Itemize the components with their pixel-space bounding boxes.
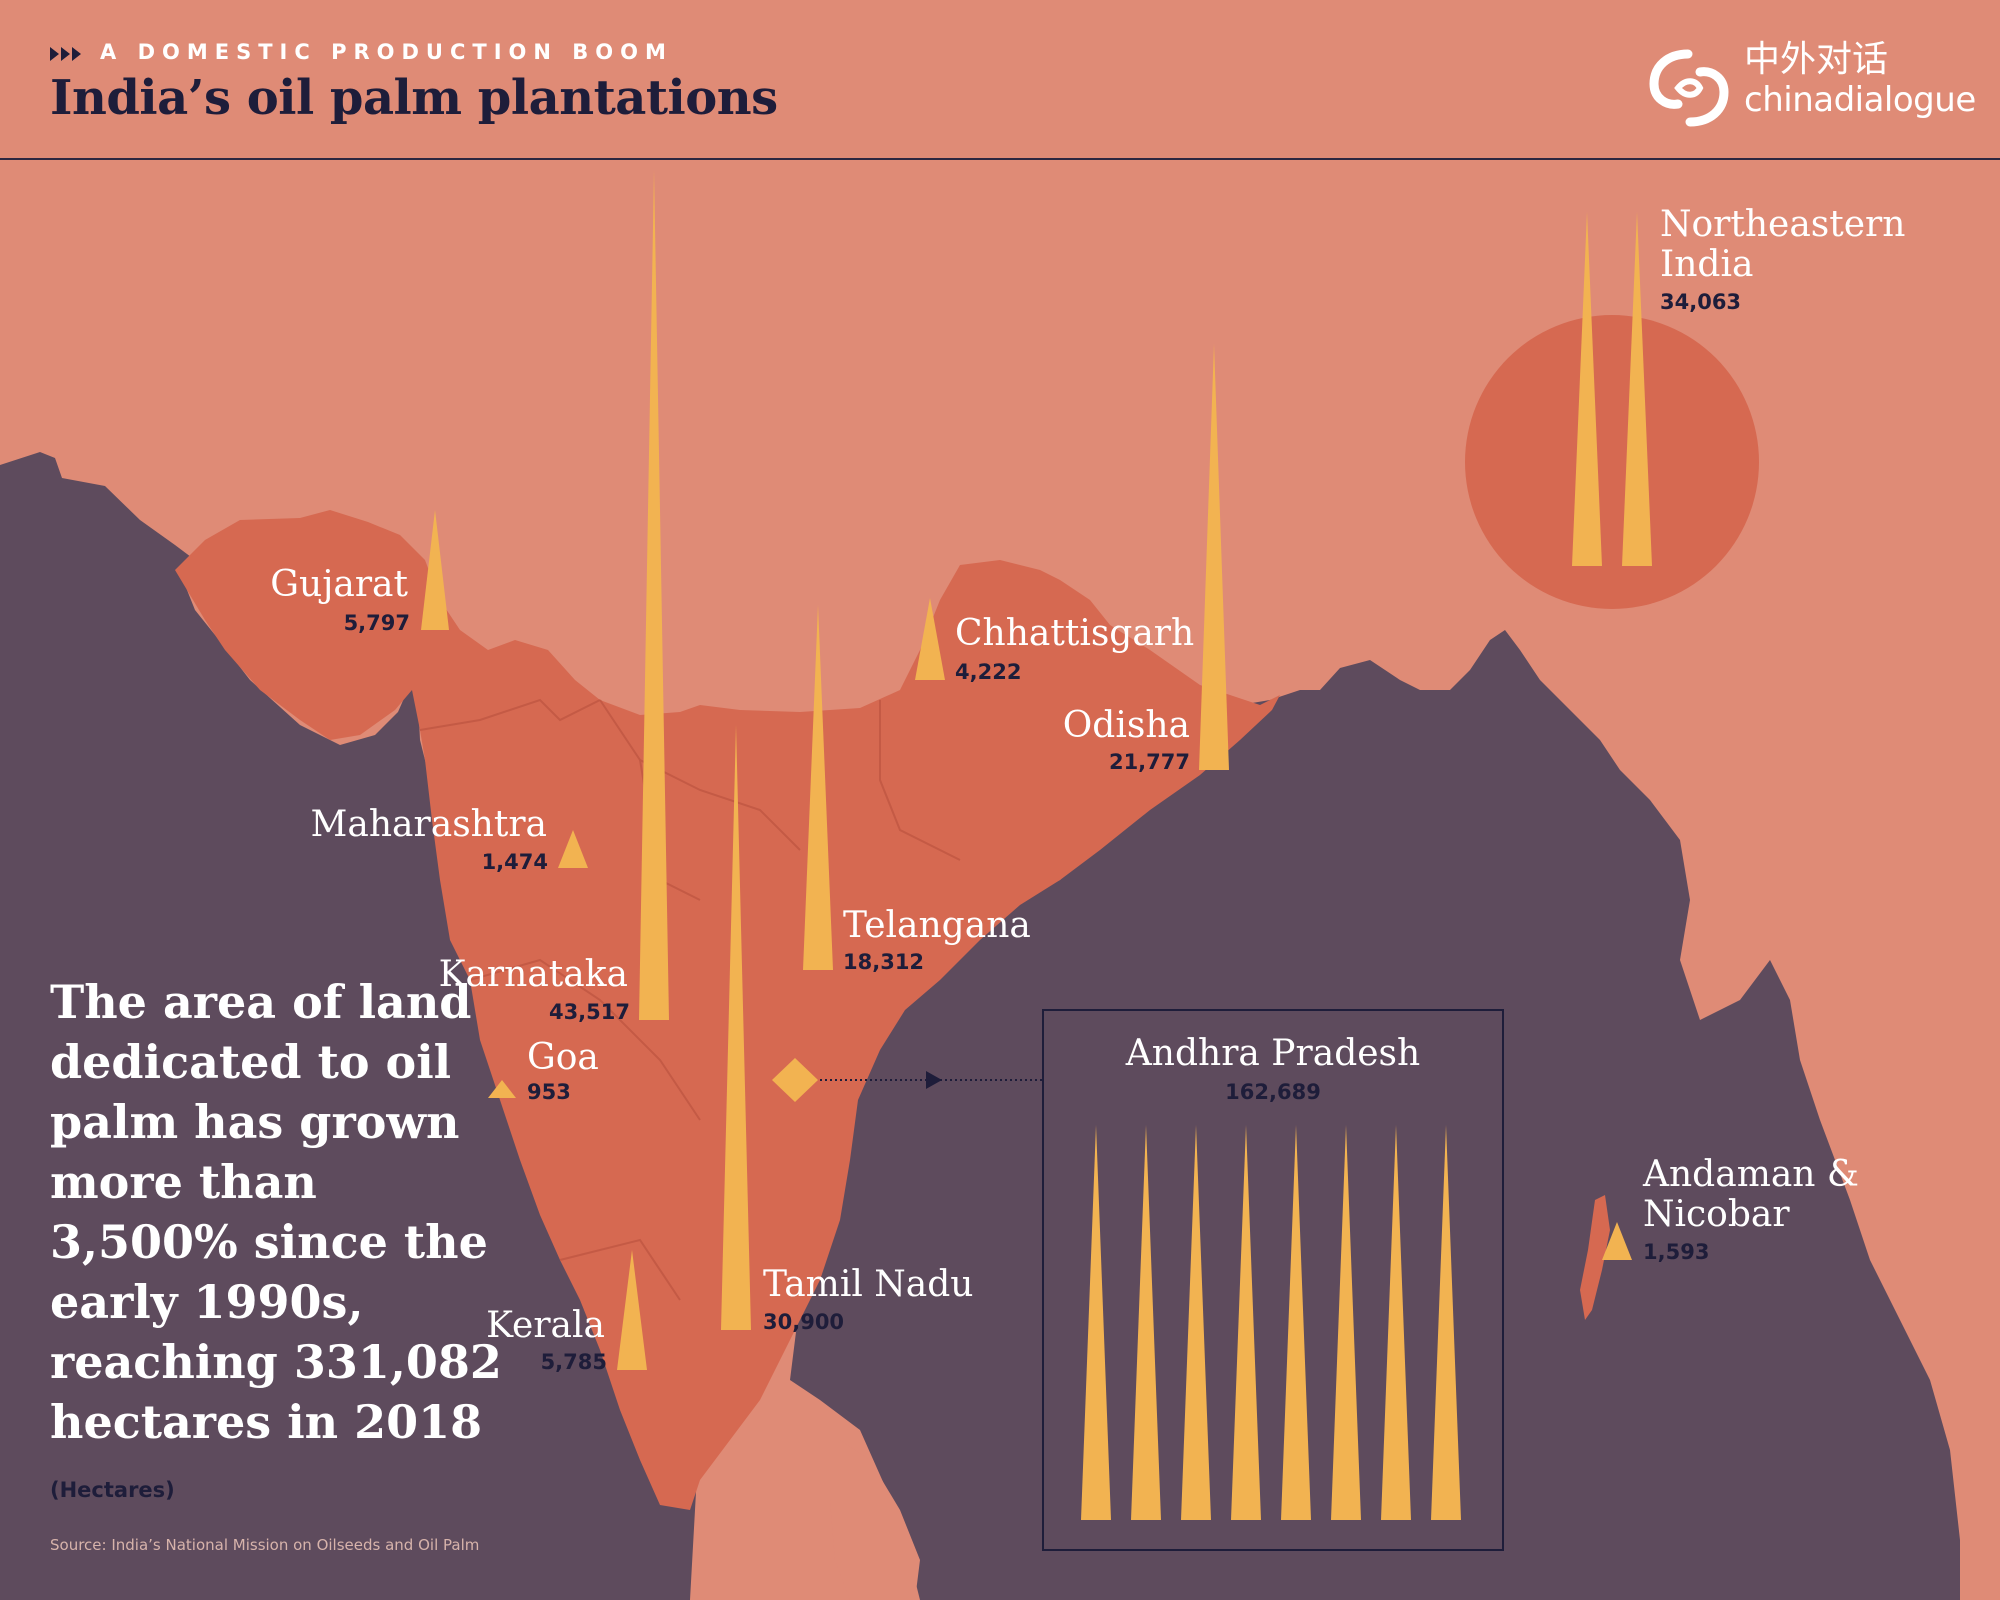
label-goa: Goa bbox=[527, 1037, 599, 1078]
value-karnataka: 43,517 bbox=[548, 1000, 630, 1024]
logo-text: 中外对话 chinadialogue bbox=[1744, 40, 1976, 120]
spike-ap-6 bbox=[1331, 1125, 1361, 1520]
spikes bbox=[421, 170, 1652, 1520]
andhra-pradesh-diamond bbox=[772, 1058, 818, 1102]
andaman-islands bbox=[1580, 1195, 1610, 1320]
value-andhra-pradesh: 162,689 bbox=[1225, 1080, 1321, 1104]
label-telangana: Telangana bbox=[843, 905, 1031, 946]
value-telangana: 18,312 bbox=[843, 950, 925, 974]
arabian-sea bbox=[0, 452, 700, 1600]
label-odisha: Odisha bbox=[1062, 705, 1190, 746]
spike-northeast-2 bbox=[1622, 212, 1652, 566]
logo-chinese: 中外对话 bbox=[1744, 39, 1889, 80]
fast-forward-icon bbox=[50, 47, 81, 61]
value-chhattisgarh: 4,222 bbox=[955, 660, 1022, 684]
spike-chhattisgarh bbox=[915, 598, 945, 680]
label-northeastern-india: Northeastern India bbox=[1660, 204, 1906, 285]
spike-goa bbox=[488, 1080, 516, 1098]
spike-ap-2 bbox=[1131, 1125, 1161, 1520]
label-maharashtra: Maharashtra bbox=[310, 804, 547, 845]
spike-andaman bbox=[1602, 1222, 1632, 1260]
logo-english: chinadialogue bbox=[1744, 79, 1976, 120]
northeast-circle bbox=[1465, 315, 1759, 609]
value-maharashtra: 1,474 bbox=[481, 850, 548, 874]
label-kerala: Kerala bbox=[486, 1305, 605, 1346]
label-andhra-pradesh: Andhra Pradesh bbox=[1125, 1033, 1421, 1074]
value-kerala: 5,785 bbox=[540, 1350, 607, 1374]
value-tamil-nadu: 30,900 bbox=[763, 1310, 845, 1334]
value-odisha: 21,777 bbox=[1108, 750, 1190, 774]
spike-odisha bbox=[1199, 344, 1229, 770]
india-mainland bbox=[175, 510, 1280, 1510]
andhra-pradesh-inset bbox=[1042, 1009, 1504, 1551]
chinadialogue-logo-icon bbox=[1649, 49, 1729, 127]
spike-karnataka bbox=[639, 170, 669, 1020]
spike-ap-5 bbox=[1281, 1125, 1311, 1520]
spike-ap-8 bbox=[1431, 1125, 1461, 1520]
source-note: Source: India’s National Mission on Oils… bbox=[50, 1536, 480, 1554]
label-andaman-nicobar: Andaman & Nicobar bbox=[1643, 1154, 1859, 1235]
spike-ap-4 bbox=[1231, 1125, 1261, 1520]
spike-kerala bbox=[617, 1250, 647, 1370]
spike-tamil-nadu bbox=[721, 725, 751, 1330]
spike-ap-1 bbox=[1081, 1125, 1111, 1520]
spike-northeast-1 bbox=[1572, 212, 1602, 566]
spike-maharashtra bbox=[558, 830, 588, 868]
spike-ap-3 bbox=[1181, 1125, 1211, 1520]
spike-gujarat bbox=[421, 510, 449, 630]
label-karnataka: Karnataka bbox=[438, 954, 628, 995]
value-northeastern-india: 34,063 bbox=[1660, 290, 1742, 314]
spike-telangana bbox=[803, 605, 833, 970]
unit-note: (Hectares) bbox=[50, 1478, 175, 1502]
label-tamil-nadu: Tamil Nadu bbox=[763, 1264, 974, 1305]
label-gujarat: Gujarat bbox=[270, 564, 408, 605]
kicker: A DOMESTIC PRODUCTION BOOM bbox=[100, 40, 673, 64]
label-chhattisgarh: Chhattisgarh bbox=[955, 613, 1195, 654]
sri-lanka bbox=[830, 1440, 920, 1600]
value-andaman-nicobar: 1,593 bbox=[1643, 1240, 1710, 1264]
header-divider bbox=[0, 158, 2000, 160]
connector-arrow bbox=[926, 1071, 942, 1089]
spike-ap-7 bbox=[1381, 1125, 1411, 1520]
value-goa: 953 bbox=[527, 1080, 571, 1104]
value-gujarat: 5,797 bbox=[343, 611, 410, 635]
summary-statement: The area of land dedicated to oil palm h… bbox=[50, 975, 502, 1449]
page-title: India’s oil palm plantations bbox=[50, 70, 778, 126]
